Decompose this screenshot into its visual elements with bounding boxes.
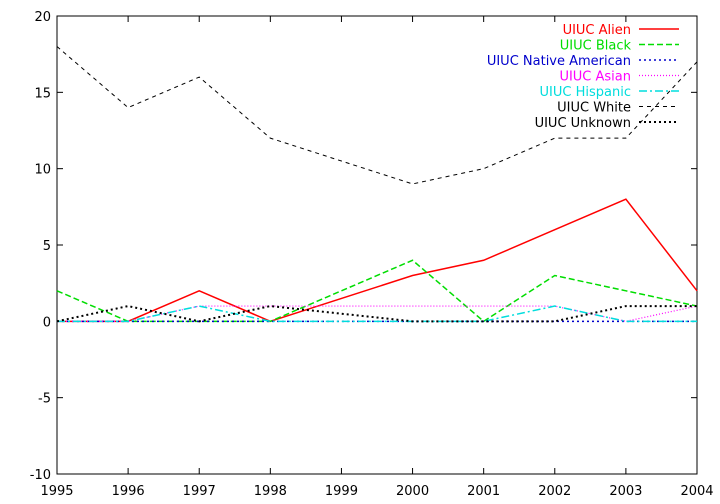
x-tick-label: 2002 xyxy=(538,484,571,499)
x-tick-label: 1995 xyxy=(40,484,73,499)
x-tick-label: 1997 xyxy=(183,484,216,499)
series-line-3 xyxy=(57,305,698,322)
y-tick-label: 5 xyxy=(43,239,51,254)
y-tick-label: -10 xyxy=(30,468,51,483)
series-line-0 xyxy=(57,198,698,323)
y-tick-label: 10 xyxy=(34,163,51,178)
y-tick-label: -5 xyxy=(38,392,51,407)
y-tick-label: 20 xyxy=(34,10,51,25)
x-tick-label: 2003 xyxy=(609,484,642,499)
x-tick-label: 1999 xyxy=(325,484,358,499)
series-line-4 xyxy=(57,305,697,323)
x-tick-label: 1996 xyxy=(112,484,145,499)
y-tick-label: 15 xyxy=(34,86,51,101)
legend-label: UIUC Unknown xyxy=(535,116,631,131)
series-line-5 xyxy=(56,46,698,185)
legend-label: UIUC Hispanic xyxy=(540,85,631,100)
y-tick-label: 0 xyxy=(43,315,51,330)
legend-label: UIUC Black xyxy=(560,39,632,54)
series-layer xyxy=(56,46,698,323)
x-tick-label: 2000 xyxy=(396,484,429,499)
legend-label: UIUC Native American xyxy=(487,54,631,69)
series-line-6 xyxy=(56,305,697,323)
x-tick-label: 2004 xyxy=(680,484,713,499)
x-tick-label: 1998 xyxy=(254,484,287,499)
legend-label: UIUC Alien xyxy=(563,23,631,38)
axis-ticks: -10 -5 0 5 10 15 20 1995 1996 1997 1998 1999 2000 200… xyxy=(30,10,714,499)
x-tick-label: 2001 xyxy=(467,484,500,499)
legend-label: UIUC Asian xyxy=(559,70,631,85)
legend-label: UIUC White xyxy=(557,101,631,116)
